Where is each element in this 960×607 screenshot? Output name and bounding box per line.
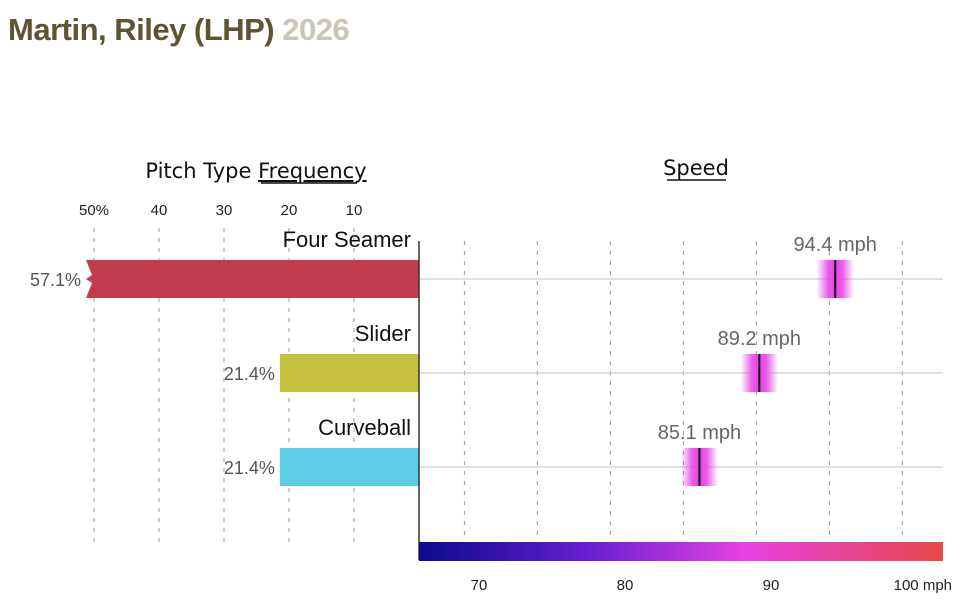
pitch-name-label: Four Seamer [283,227,411,252]
pitch-name-label: Slider [355,321,411,346]
speed-title: Speed [663,156,729,180]
frequency-tick-labels: 50% 40 30 20 10 [79,202,362,219]
speed-value-label: 94.4 mph [794,234,877,256]
player-title: Martin, Riley (LHP) 2026 [8,12,350,48]
frequency-value-label: 21.4% [224,458,275,478]
speed-tick-label: 90 [763,577,780,594]
frequency-title: Pitch Type Frequency [145,159,366,183]
speed-value-label: 85.1 mph [658,422,741,444]
speed-value-label: 89.2 mph [718,328,801,350]
frequency-tick-label: 30 [216,202,233,219]
speed-tick-label: 80 [617,577,634,594]
frequency-tick-label: 20 [281,202,298,219]
player-name: Martin, Riley (LHP) [8,12,275,47]
speed-tick-label: 70 [471,577,488,594]
frequency-tick-label: 10 [346,202,363,219]
speed-color-scale [419,542,943,561]
season-year: 2026 [282,12,350,47]
speed-row-lines [419,278,943,468]
pitch-name-label: Curveball [318,415,411,440]
frequency-tick-label: 50% [79,202,109,219]
frequency-tick-label: 40 [151,202,168,219]
frequency-bar-slider [279,354,419,392]
frequency-bars: 57.1% Four Seamer 21.4% Slider 21.4% Curvebal… [30,227,419,486]
frequency-bar-four-seamer [86,260,419,298]
frequency-bar-curveball [279,448,419,486]
frequency-value-label: 21.4% [224,364,275,384]
frequency-value-label: 57.1% [30,270,81,290]
speed-markers: 94.4 mph 89.2 mph 85.1 mph [658,234,877,486]
speed-tick-labels: 70 80 90 100 mph [471,577,952,594]
speed-tick-label: 100 mph [894,577,952,594]
